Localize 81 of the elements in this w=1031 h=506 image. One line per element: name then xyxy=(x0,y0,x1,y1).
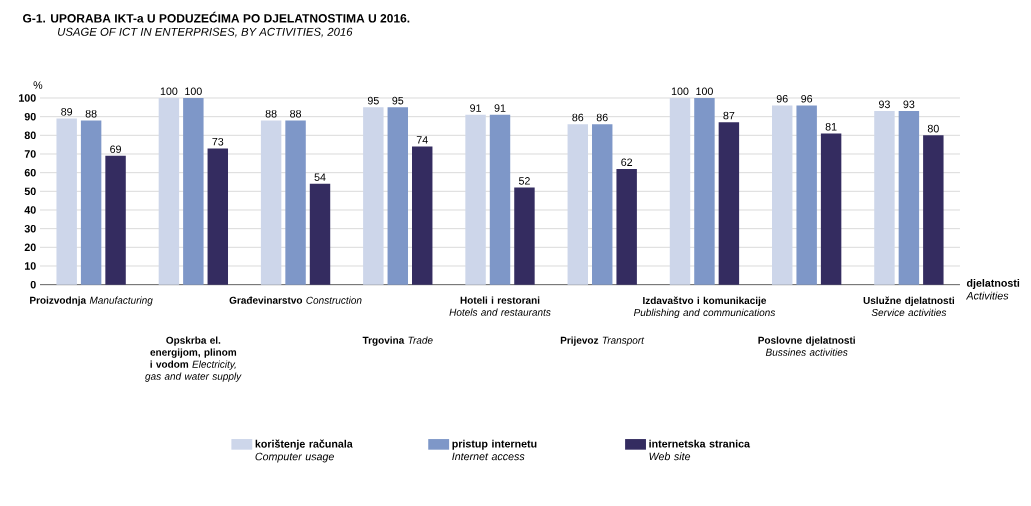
bar xyxy=(694,97,715,285)
bar xyxy=(718,122,740,285)
legend-label: pristup internetu Internet access xyxy=(452,439,537,461)
y-tick-label: 20 xyxy=(24,243,36,252)
x-tick-label: Poslovne djelatnosti Bussines activities xyxy=(758,336,855,356)
data-label: 93 xyxy=(903,100,915,109)
data-label: 73 xyxy=(212,137,224,146)
bar xyxy=(207,148,229,285)
legend-label: internetska stranica Web site xyxy=(649,439,751,461)
bar xyxy=(669,97,691,285)
data-label: 93 xyxy=(879,100,890,109)
y-tick-label: 0 xyxy=(30,280,36,289)
x-tick-label: Uslužne djelatnosti Service activities xyxy=(863,296,955,317)
bar xyxy=(592,124,613,285)
bar xyxy=(158,97,180,285)
data-label: 87 xyxy=(723,111,735,120)
data-label: 100 xyxy=(696,87,713,96)
y-tick-label: 90 xyxy=(24,112,36,121)
bar xyxy=(772,105,793,285)
y-tick-label: 70 xyxy=(24,150,36,158)
data-label: 86 xyxy=(572,113,584,122)
x-tick-label: Izdavaštvo i komunikacije Publishing and communications xyxy=(633,296,776,319)
y-tick-label: 50 xyxy=(24,187,36,196)
data-label: 88 xyxy=(85,109,97,118)
data-label: 54 xyxy=(314,173,326,181)
bar xyxy=(260,120,282,285)
data-label: 100 xyxy=(185,87,202,96)
x-tick-label: Opskrba el. energijom, plinom i vodom Electricity, gas and water supply xyxy=(145,336,242,382)
data-label: 96 xyxy=(776,94,788,103)
bar xyxy=(567,124,588,285)
y-tick-label: 40 xyxy=(24,206,36,214)
data-label: 74 xyxy=(416,136,428,144)
y-axis-title: % xyxy=(33,81,43,89)
data-label: 100 xyxy=(160,87,178,96)
data-label: 62 xyxy=(621,158,633,166)
bar xyxy=(923,135,944,285)
data-label: 52 xyxy=(518,177,530,185)
bar xyxy=(363,107,384,285)
data-label: 91 xyxy=(470,104,481,112)
y-tick-label: 10 xyxy=(25,262,36,270)
y-tick-label: 30 xyxy=(24,224,36,233)
bar xyxy=(183,97,204,285)
bar xyxy=(80,120,102,285)
data-label: 95 xyxy=(392,96,404,105)
chart-title: G-1. UPORABA IKT-a U PODUZEĆIMA PO DJELATNOSTIMA U 2016. xyxy=(23,11,410,23)
data-label: 81 xyxy=(825,122,837,131)
x-tick-label: Građevinarstvo Construction xyxy=(229,296,362,304)
bar xyxy=(489,114,511,285)
x-tick-label: Hoteli i restorani Hotels and restaurants xyxy=(449,296,551,316)
chart-subtitle: USAGE OF ICT IN ENTERPRISES, BY ACTIVITIES, 2016 xyxy=(58,27,353,38)
bar xyxy=(616,168,637,285)
bar xyxy=(285,120,306,285)
data-label: 95 xyxy=(367,96,379,105)
data-label: 80 xyxy=(927,124,939,133)
bar xyxy=(820,133,842,285)
bar xyxy=(514,187,535,285)
bar xyxy=(412,146,433,285)
y-tick-label: 60 xyxy=(24,168,36,177)
legend-label: korištenje računala Computer usage xyxy=(255,439,353,463)
bar xyxy=(387,107,409,285)
bar xyxy=(105,155,126,285)
data-label: 88 xyxy=(290,109,302,118)
data-label: 89 xyxy=(61,108,73,116)
x-tick-label: Trgovina Trade xyxy=(362,336,433,346)
bar xyxy=(874,111,895,285)
data-label: 86 xyxy=(596,113,608,122)
x-tick-label: Proizvodnja Manufacturing xyxy=(30,296,153,306)
y-tick-label: 80 xyxy=(24,131,36,140)
data-label: 96 xyxy=(801,94,813,103)
x-tick-label: Prijevoz Transport xyxy=(560,336,645,346)
data-label: 69 xyxy=(110,145,121,153)
bar xyxy=(898,111,920,285)
bar xyxy=(465,114,486,285)
data-label: 91 xyxy=(494,104,506,112)
y-tick-label: 100 xyxy=(19,94,36,102)
data-label: 100 xyxy=(671,87,689,96)
data-label: 88 xyxy=(265,109,277,118)
x-axis-title: djelatnosti Activities xyxy=(965,278,1020,300)
bar xyxy=(796,105,817,285)
bar xyxy=(309,183,331,285)
bar xyxy=(56,118,77,285)
